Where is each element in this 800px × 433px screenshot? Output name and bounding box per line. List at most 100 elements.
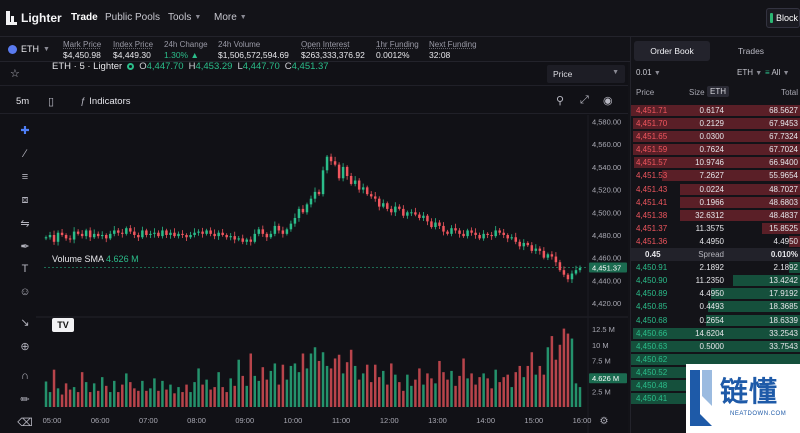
ask-row[interactable]: 4,451.36 4.4950 4.4950 (631, 235, 800, 248)
magnet-icon[interactable]: ∩ (21, 370, 29, 382)
candle-body (100, 234, 104, 237)
emoji-icon[interactable]: ☺ (19, 286, 31, 298)
header-size-unit[interactable]: ETH (707, 86, 729, 97)
logo[interactable]: Lighter (6, 10, 62, 26)
text-icon[interactable]: T (21, 263, 29, 275)
tick-size-select[interactable]: 0.01 ▼ (636, 68, 661, 77)
tradingview-logo[interactable]: TV (52, 318, 74, 332)
bid-row[interactable]: 4,450.66 14.6204 33.2543 (631, 327, 800, 340)
candle-body (56, 232, 60, 242)
volume-bar (574, 383, 578, 407)
row-total: 17.9192 (769, 289, 798, 299)
candle-body (141, 230, 144, 238)
ask-row[interactable]: 4,451.53 7.2627 55.9654 (631, 169, 800, 182)
volume-bar (530, 352, 534, 407)
ask-row[interactable]: 4,451.59 0.7624 67.7024 (631, 143, 800, 156)
bid-row[interactable]: 4,450.90 11.2350 13.4242 (631, 274, 800, 287)
row-total: 67.7324 (769, 132, 798, 142)
row-price: 4,451.38 (636, 210, 668, 220)
chart-toolbar: 5m ▯ ƒ Indicators ⚲ ⤢ ◉ (0, 88, 628, 114)
bid-row[interactable]: 4,450.91 2.1892 2.1892 (631, 261, 800, 274)
volume-bar (482, 373, 485, 407)
ruler-icon[interactable]: ↘ (20, 317, 30, 329)
stat-value: 32:08 (429, 50, 451, 60)
volume-bar (373, 364, 377, 407)
ask-row[interactable]: 4,451.57 10.9746 66.9400 (631, 156, 800, 169)
volume-bar (466, 378, 469, 407)
stat-label[interactable]: Next Funding (429, 40, 477, 49)
nav-more[interactable]: More ▼ (214, 12, 247, 23)
zoom-search-icon[interactable]: ⚲ (556, 95, 565, 107)
candle-body (237, 238, 240, 240)
row-price: 4,451.70 (636, 119, 668, 129)
nav-public-pools[interactable]: Public Pools (105, 12, 160, 23)
zoom-in-icon[interactable]: ⊕ (20, 341, 30, 353)
stat-label[interactable]: Open Interest (301, 40, 350, 49)
block-button[interactable]: Block (766, 8, 800, 28)
candle-body (550, 254, 554, 257)
volume-bar (570, 338, 574, 407)
volume-bar (578, 387, 582, 407)
volume-bar (510, 387, 513, 407)
watermark-text: 链懂 (720, 375, 779, 408)
fib-lines-icon[interactable]: ≡ (21, 171, 29, 183)
lock-drawing-icon[interactable]: ✏ (20, 394, 30, 406)
candle-body (313, 191, 317, 199)
stat-label[interactable]: Mark Price (63, 40, 102, 49)
bid-row[interactable]: 4,450.68 0.2654 18.6339 (631, 314, 800, 327)
candle-body (410, 212, 413, 214)
orderbook-rows: 4,451.71 0.6174 68.5627 4,451.70 0.2129 67.94… (631, 104, 800, 405)
nav-tools[interactable]: Tools ▼ (168, 12, 201, 23)
candle-body (44, 237, 48, 239)
pattern-icon[interactable]: ⧈ (21, 194, 29, 206)
trash-icon[interactable]: ⌫ (17, 417, 33, 429)
price-select[interactable]: Price ▼ (547, 65, 625, 83)
nav-public-pools-label: Public Pools (105, 12, 161, 23)
stat-label[interactable]: 1hr Funding (376, 40, 419, 49)
brush-icon[interactable]: ✒ (20, 241, 30, 253)
tick-size: 0.01 (636, 68, 652, 77)
fullscreen-icon[interactable]: ⤢ (580, 94, 589, 106)
price-chart[interactable]: 4,580.00 4,560.00 4,540.00 4,520.00 4,500.00… (36, 115, 628, 433)
ask-row[interactable]: 4,451.41 0.1966 48.6803 (631, 196, 800, 209)
price-tick-label: 4,560.00 (592, 140, 621, 149)
stat-value: $263,333,376.92 (301, 50, 365, 60)
market-selector[interactable]: ETH ▼ (8, 44, 50, 54)
bid-row[interactable]: 4,450.62 (631, 353, 800, 366)
trendline-icon[interactable]: ∕ (24, 148, 26, 160)
candle-body (345, 166, 349, 176)
crosshair-icon[interactable]: ✚ (20, 125, 30, 137)
candle-body (430, 221, 433, 228)
candle-body (185, 234, 188, 238)
candle-type-icon[interactable]: ▯ (48, 96, 55, 108)
tab-order-book[interactable]: Order Book (634, 41, 710, 61)
filter-select[interactable]: ≡ All ▼ (765, 68, 790, 77)
time-tick-label: 15:00 (524, 416, 543, 425)
candle-body (285, 229, 289, 234)
ask-row[interactable]: 4,451.38 32.6312 48.4837 (631, 209, 800, 222)
ask-row[interactable]: 4,451.70 0.2129 67.9453 (631, 117, 800, 130)
tab-trades[interactable]: Trades (737, 46, 765, 56)
measure-icon[interactable]: ⇋ (20, 218, 30, 230)
stat-label[interactable]: Index Price (113, 40, 154, 49)
bid-row[interactable]: 4,450.85 0.4493 18.3685 (631, 300, 800, 313)
volume-bar (249, 353, 253, 407)
candle-body (325, 156, 329, 171)
candle-body (133, 231, 136, 235)
ask-row[interactable]: 4,451.43 0.0224 48.7027 (631, 183, 800, 196)
candle-body (394, 206, 397, 213)
star-icon[interactable]: ☆ (10, 68, 20, 80)
row-size: 11.3575 (695, 223, 724, 233)
ask-row[interactable]: 4,451.71 0.6174 68.5627 (631, 104, 800, 117)
volume-bar (213, 387, 216, 407)
volume-bar (197, 368, 200, 407)
asset-unit-select[interactable]: ETH ▼ (737, 68, 762, 77)
indicators-button[interactable]: ƒ Indicators (80, 96, 130, 107)
ask-row[interactable]: 4,451.37 11.3575 15.8525 (631, 222, 800, 235)
camera-icon[interactable]: ◉ (603, 95, 613, 107)
bid-row[interactable]: 4,450.63 0.5000 33.7543 (631, 340, 800, 353)
ask-row[interactable]: 4,451.65 0.0300 67.7324 (631, 130, 800, 143)
nav-trade[interactable]: Trade (71, 12, 98, 23)
timeframe-button[interactable]: 5m (16, 96, 30, 107)
bid-row[interactable]: 4,450.89 4.4950 17.9192 (631, 287, 800, 300)
